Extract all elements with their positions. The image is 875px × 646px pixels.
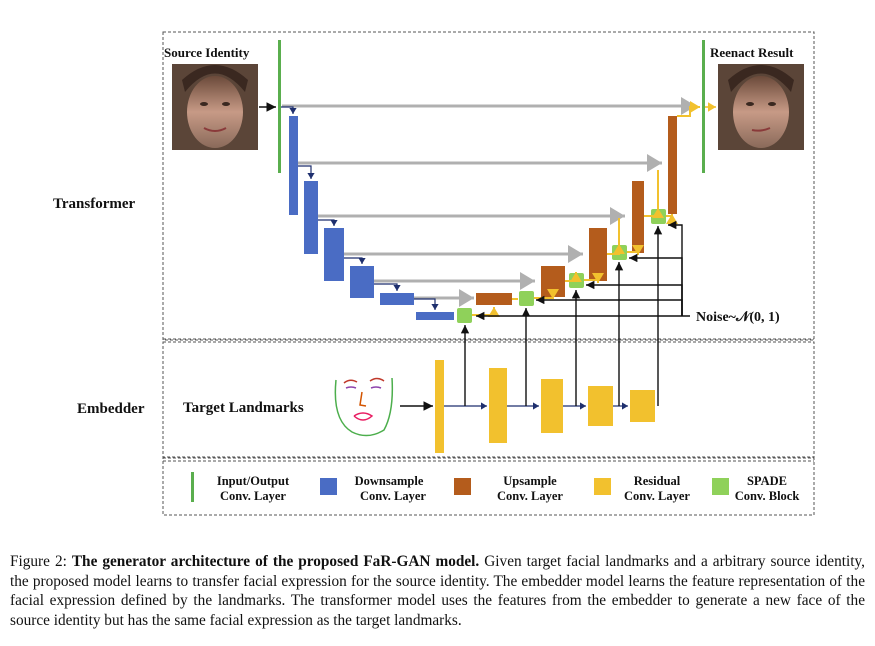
- legend-downsample-swatch: [320, 478, 337, 495]
- target-landmarks-image: [334, 377, 394, 437]
- transformer-label: Transformer: [53, 196, 136, 212]
- residual-layers: [435, 360, 655, 453]
- legend-residual-line2: Conv. Layer: [624, 489, 690, 503]
- figure-caption: Figure 2: The generator architecture of …: [10, 552, 865, 630]
- target-landmarks-label: Target Landmarks: [183, 400, 304, 416]
- legend-frame: [162, 457, 815, 516]
- noise-arrows: [476, 220, 690, 321]
- legend-item-residual: Residual Conv. Layer: [594, 474, 690, 503]
- legend-downsample-line1: Downsample: [355, 474, 424, 488]
- legend-io-swatch: [191, 472, 194, 502]
- legend-item-spade: SPADE Conv. Block: [712, 474, 799, 503]
- legend-spade-swatch: [712, 478, 729, 495]
- noise-label: Noise~𝒩(0, 1): [696, 310, 780, 325]
- legend-residual-swatch: [594, 478, 611, 495]
- transformer-frame: [162, 31, 815, 341]
- embedder-to-spade-arrows: [460, 226, 663, 406]
- legend-io-line2: Conv. Layer: [220, 489, 286, 503]
- legend-spade-line2: Conv. Block: [735, 489, 800, 503]
- input-conv-layer: [278, 40, 281, 173]
- legend-downsample-line2: Conv. Layer: [360, 489, 426, 503]
- source-identity-label: Source Identity: [164, 45, 250, 60]
- legend-spade-line1: SPADE: [747, 474, 787, 488]
- downsample-layers: [289, 116, 454, 320]
- legend-item-downsample: Downsample Conv. Layer: [320, 474, 426, 503]
- source-identity-image: [172, 64, 258, 150]
- downsample-connectors: [281, 106, 439, 310]
- legend: Input/Output Conv. Layer Downsample Conv…: [191, 472, 799, 503]
- output-conv-layer: [702, 40, 705, 173]
- legend-item-upsample: Upsample Conv. Layer: [454, 474, 563, 503]
- caption-title: The generator architecture of the propos…: [71, 553, 480, 570]
- legend-upsample-swatch: [454, 478, 471, 495]
- architecture-diagram: Transformer Embedder Source Identity Ree…: [53, 31, 815, 516]
- legend-residual-line1: Residual: [634, 474, 681, 488]
- reenact-result-label: Reenact Result: [710, 45, 794, 60]
- legend-item-io: Input/Output Conv. Layer: [191, 472, 290, 503]
- legend-io-line1: Input/Output: [217, 474, 290, 488]
- skip-connections: [282, 97, 696, 307]
- embedder-frame: [162, 338, 815, 458]
- upsample-layers: [476, 116, 677, 305]
- caption-prefix: Figure 2:: [10, 553, 72, 570]
- embedder-label: Embedder: [77, 401, 145, 417]
- legend-upsample-line2: Conv. Layer: [497, 489, 563, 503]
- caption-body: Given target facial landmarks and a arbi…: [10, 553, 865, 629]
- decoder-flow: [472, 101, 700, 317]
- legend-upsample-line1: Upsample: [503, 474, 557, 488]
- reenact-result-image: [718, 64, 804, 150]
